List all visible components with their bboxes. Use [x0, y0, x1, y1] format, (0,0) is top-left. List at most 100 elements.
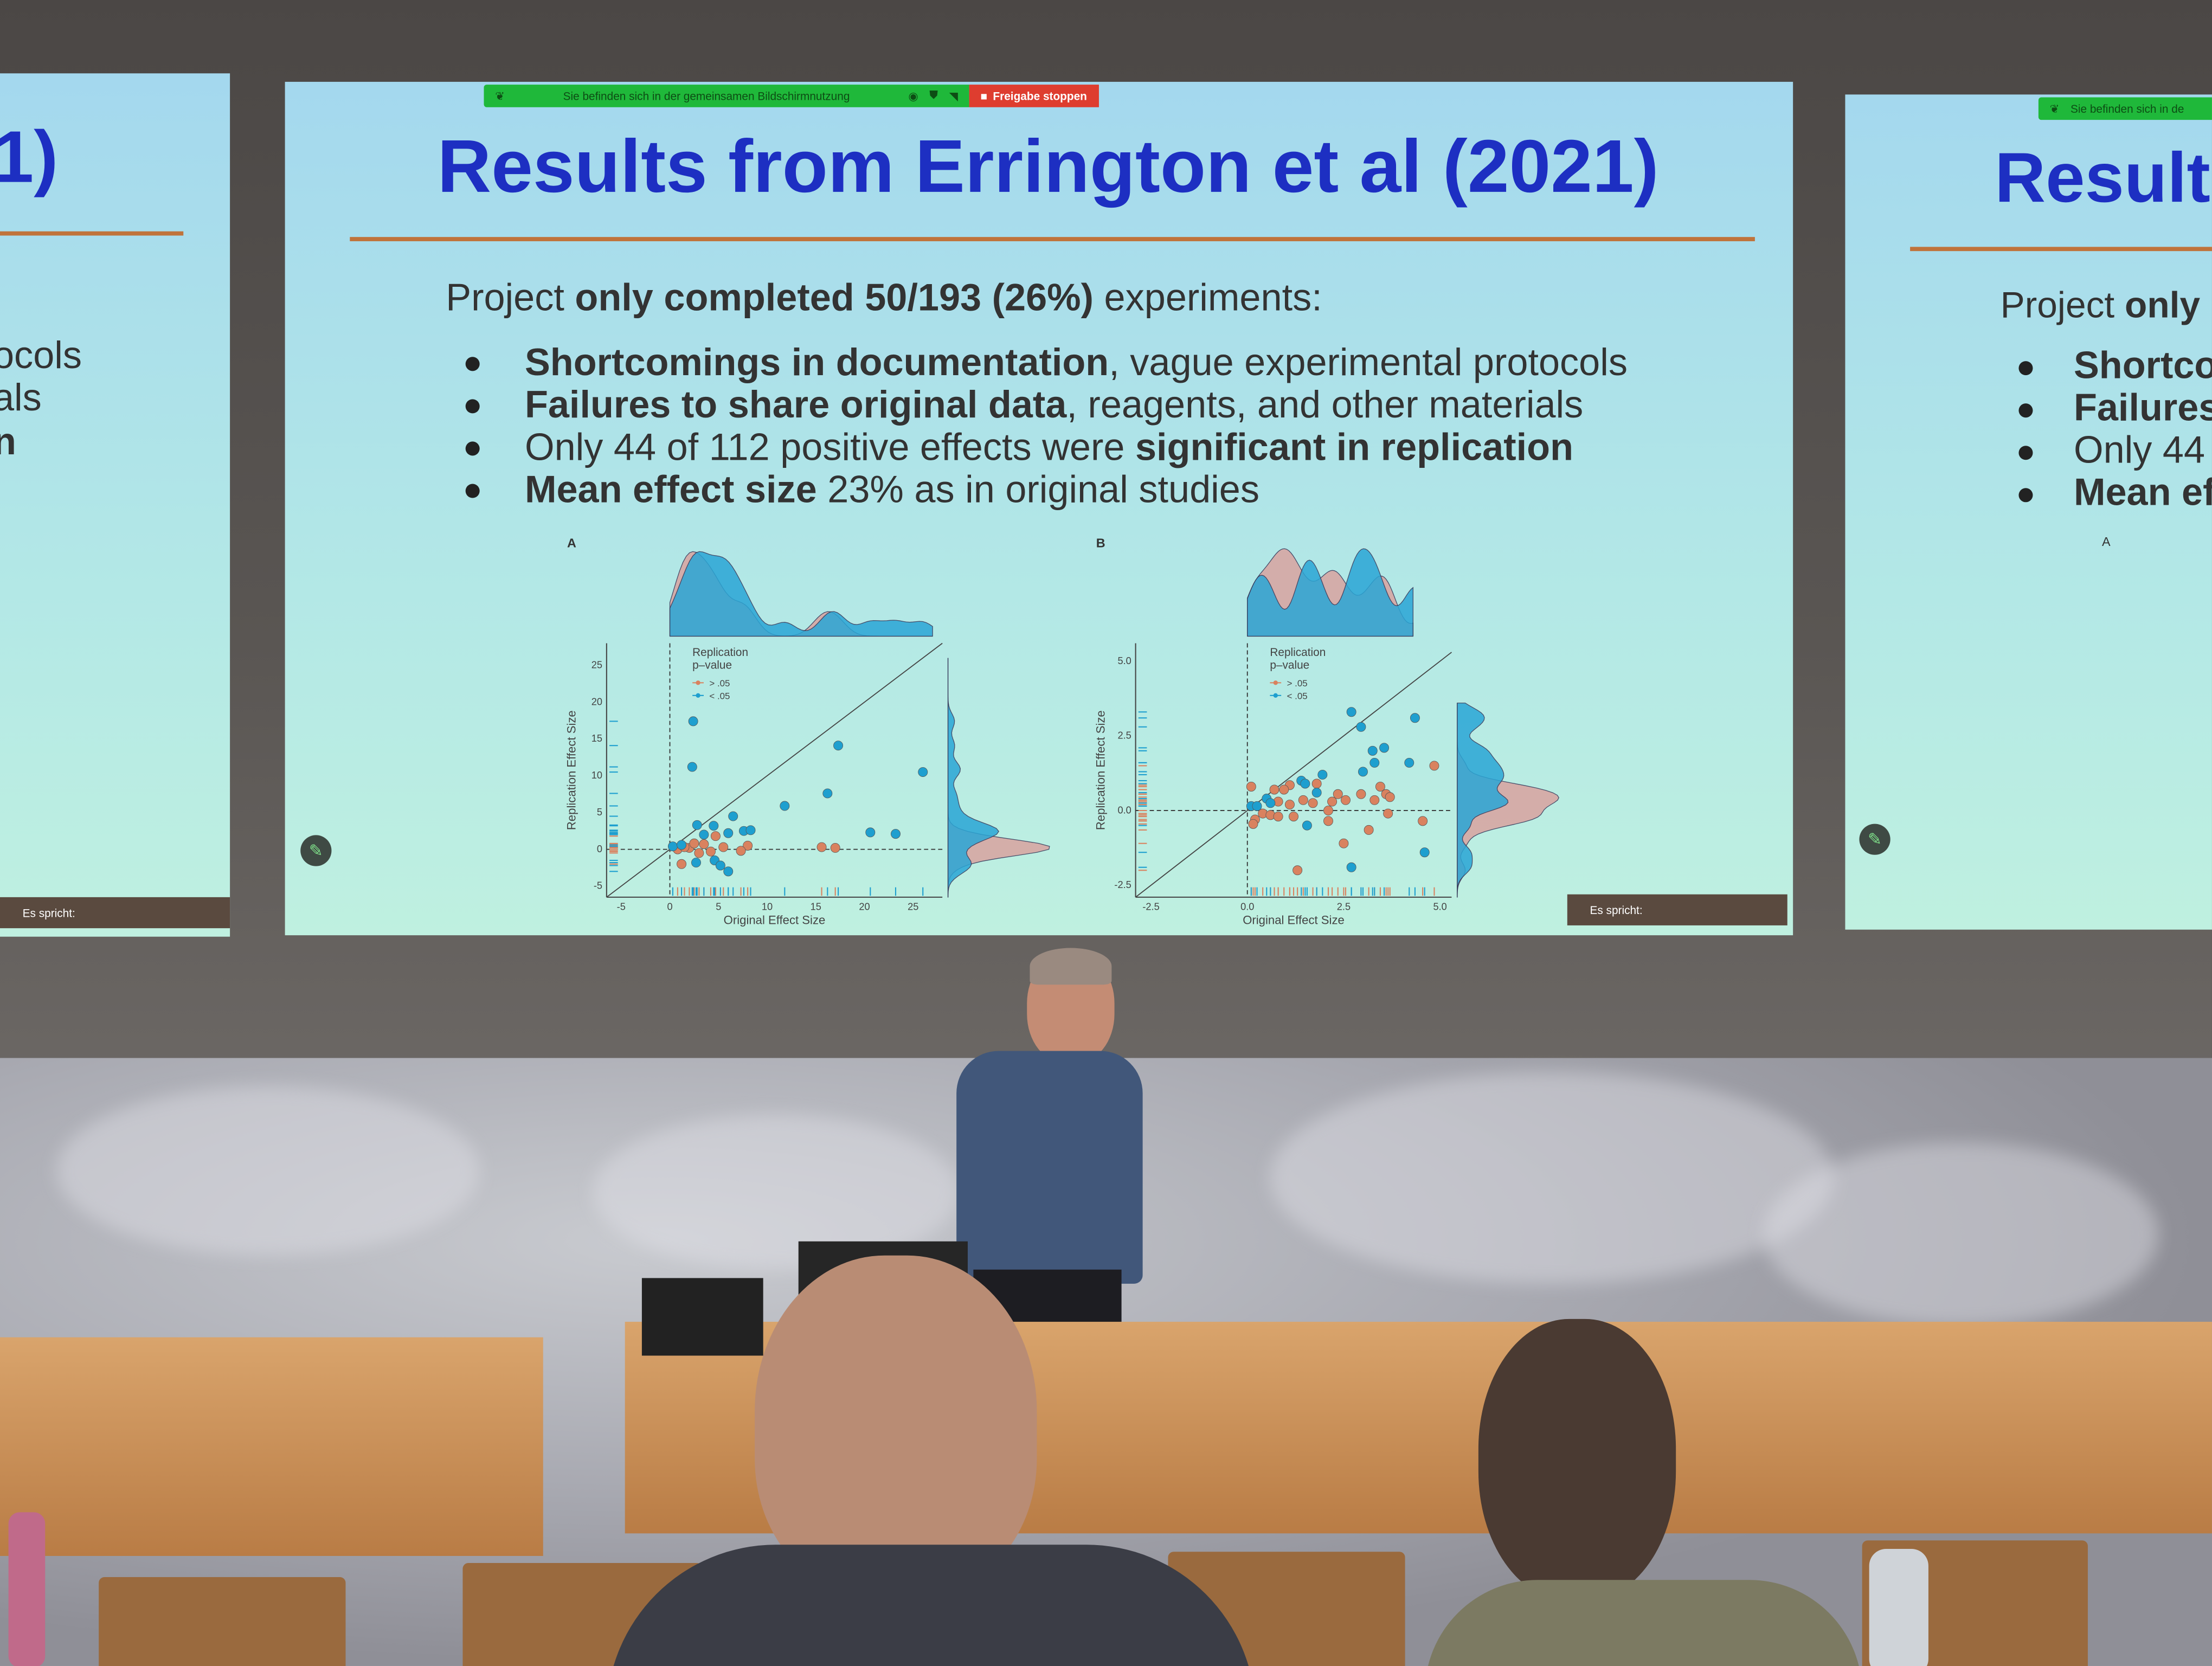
right-projection-slide: ❦ Sie befinden sich in de Result Project …: [1845, 94, 2212, 930]
x-axis-label: Original Effect Size: [724, 913, 826, 927]
data-point: [705, 846, 716, 857]
legend-title: Replication: [692, 646, 748, 659]
data-point: [1311, 788, 1322, 797]
data-point: [1379, 743, 1390, 753]
data-point: [699, 829, 709, 840]
intro-line: Project only completed 50/193 (26%) expe…: [446, 276, 1322, 319]
bullet-dot: [465, 441, 480, 456]
panel-label: B: [1096, 536, 1105, 550]
data-point: [1308, 798, 1318, 808]
data-point: [1273, 812, 1283, 822]
data-point: [689, 838, 699, 848]
data-point: [694, 848, 704, 858]
legend-title: p–value: [1270, 659, 1309, 671]
intro-line: Project only: [2000, 284, 2201, 326]
stop-share-button[interactable]: ■ Freigabe stoppen: [969, 85, 1098, 107]
screen-share-bar: ❦ Sie befinden sich in de: [2038, 97, 2212, 120]
data-point: [677, 859, 687, 869]
data-point: [1375, 782, 1385, 792]
data-point: [688, 716, 698, 726]
data-point: [723, 828, 734, 838]
identity-line: [1135, 652, 1452, 898]
data-point: [736, 846, 746, 856]
data-point: [1367, 745, 1378, 756]
main-projection-slide: ❦ Sie befinden sich in der gemeinsamen Bi…: [285, 81, 1793, 936]
data-point: [1317, 769, 1328, 780]
slide-title-fragment: 1): [0, 117, 59, 199]
data-point: [1323, 816, 1333, 826]
data-point: [1252, 801, 1262, 811]
data-point: [723, 866, 734, 877]
data-point: [1419, 847, 1430, 858]
x-tick-label: -5: [617, 901, 626, 912]
y-axis-label: Replication Effect Size: [1094, 710, 1107, 830]
audience-member: [755, 1255, 1037, 1594]
data-point: [691, 858, 701, 868]
x-tick-label: 25: [908, 901, 918, 912]
data-point: [687, 762, 697, 772]
x-tick-label: 20: [859, 901, 870, 912]
stop-share-label: Freigabe stoppen: [993, 89, 1087, 102]
bullet-item: Shortcomings in documentation, vague exp…: [524, 341, 1628, 384]
data-point: [1383, 808, 1393, 819]
data-point: [1346, 707, 1356, 717]
bullet-item: Shortco: [2073, 344, 2212, 387]
x-tick-label: -2.5: [1142, 901, 1159, 912]
data-point: [1246, 782, 1256, 792]
data-point: [865, 827, 876, 838]
screen-share-bar: ❦ Sie befinden sich in der gemeinsamen Bi…: [484, 85, 1098, 107]
annotate-pen-icon[interactable]: ✎: [300, 835, 332, 866]
data-point: [833, 741, 844, 751]
left-desk: [0, 1337, 543, 1556]
data-point: [822, 788, 833, 799]
data-point: [677, 840, 687, 850]
x-tick-label: 5.0: [1433, 901, 1446, 912]
legend-label: < .05: [1287, 691, 1308, 701]
x-tick-label: 10: [762, 901, 773, 912]
data-point: [890, 829, 901, 839]
data-point: [1369, 795, 1380, 805]
speaker-tag: Es spricht:: [1567, 894, 1787, 925]
bullet-dot: [465, 357, 480, 371]
data-point: [710, 831, 721, 841]
scatter-chart-b: B -2.5 0.0 2.5 5.0 -2.5 0.0 2.5 5.0 Original Effe…: [1094, 536, 1559, 927]
data-point: [1323, 806, 1333, 816]
data-point: [1369, 757, 1380, 768]
y-tick-label: 10: [591, 770, 602, 781]
y-tick-label: 5: [597, 807, 602, 818]
signal-icon: ◥: [949, 89, 958, 102]
bullet-dot: [465, 399, 480, 414]
x-tick-label: 0.0: [1240, 901, 1254, 912]
bullet-item: Only 44: [2073, 429, 2205, 472]
data-point: [1298, 795, 1308, 805]
data-point: [1385, 792, 1395, 802]
data-point: [1410, 713, 1420, 723]
data-point: [1364, 825, 1374, 835]
text-fragment: n: [0, 420, 16, 464]
data-point: [1284, 800, 1295, 810]
bullet-item: Mean ef: [2073, 471, 2212, 514]
panel-label: A: [567, 536, 576, 550]
audience-member: [606, 1545, 1256, 1666]
data-point: [1358, 767, 1368, 777]
water-bottle: [8, 1512, 46, 1666]
data-point: [1429, 761, 1439, 771]
y-tick-label: 5.0: [1117, 655, 1131, 666]
data-point: [1265, 798, 1276, 808]
data-point: [1333, 789, 1343, 799]
legend-label: < .05: [709, 691, 730, 701]
data-point: [743, 840, 753, 851]
annotate-pen-icon[interactable]: ✎: [1859, 824, 1891, 855]
data-point: [718, 842, 729, 852]
data-point: [1404, 757, 1414, 768]
data-point: [1248, 819, 1258, 829]
data-point: [715, 860, 725, 871]
y-tick-label: 20: [591, 696, 602, 707]
audience-member: [1478, 1318, 1676, 1601]
y-axis-label: Replication Effect Size: [565, 710, 578, 830]
data-point: [830, 842, 840, 853]
legend-label: > .05: [1287, 678, 1308, 689]
bullet-item: Only 44 of 112 positive effects were sig…: [524, 426, 1574, 468]
data-point: [1302, 820, 1312, 831]
